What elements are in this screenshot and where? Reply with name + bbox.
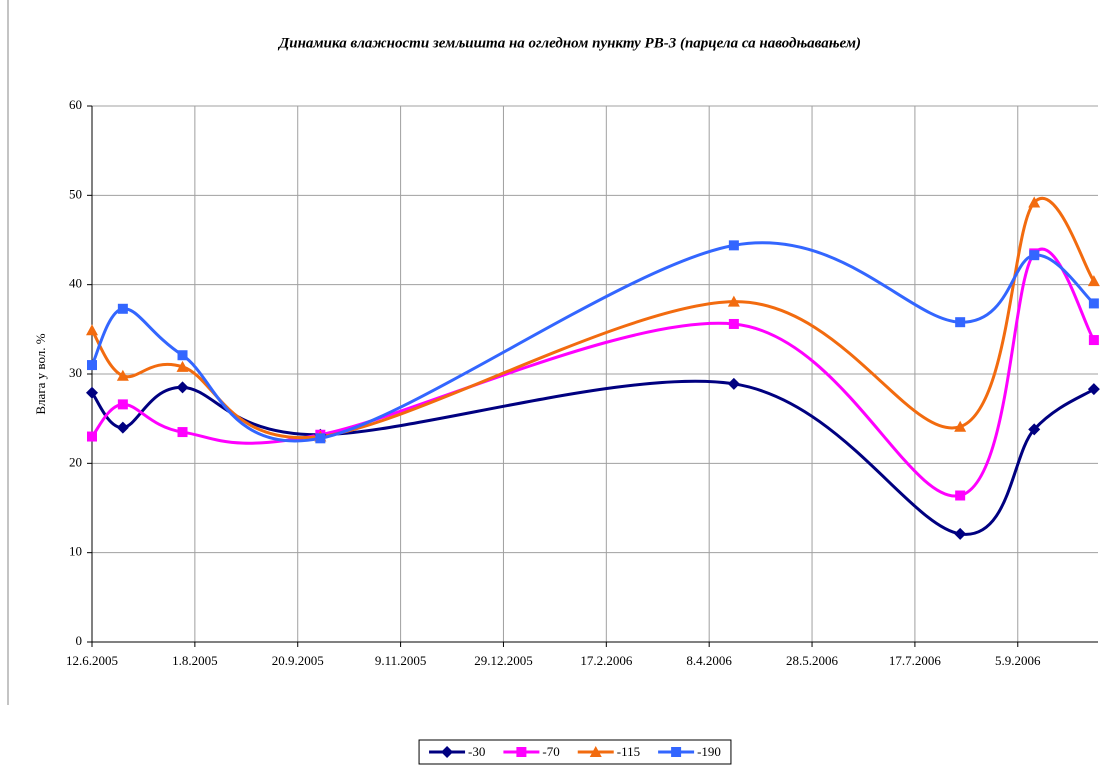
marker xyxy=(954,527,967,540)
legend-label: -190 xyxy=(697,744,721,759)
marker xyxy=(117,303,128,314)
x-tick-label: 29.12.2005 xyxy=(474,653,533,668)
marker xyxy=(1028,423,1041,436)
series-line xyxy=(90,247,1096,498)
x-tick-label: 12.6.2005 xyxy=(66,653,118,668)
x-tick-label: 5.9.2006 xyxy=(995,653,1041,668)
marker xyxy=(1028,196,1041,208)
marker xyxy=(516,747,527,757)
legend-label: -70 xyxy=(542,744,559,759)
x-tick-label: 17.2.2006 xyxy=(580,653,633,668)
marker xyxy=(116,421,129,434)
x-tick-label: 1.8.2005 xyxy=(172,653,218,668)
y-tick-label: 20 xyxy=(69,454,82,469)
y-tick-label: 0 xyxy=(76,633,83,648)
marker xyxy=(176,360,189,372)
marker xyxy=(177,427,188,438)
legend-label: -115 xyxy=(617,744,640,759)
x-tick-label: 8.4.2006 xyxy=(686,653,732,668)
marker xyxy=(1029,250,1040,261)
y-tick-label: 10 xyxy=(69,544,82,559)
marker xyxy=(589,746,602,757)
marker xyxy=(177,350,188,361)
x-tick-label: 28.5.2006 xyxy=(786,653,839,668)
series-line xyxy=(90,241,1095,443)
marker xyxy=(315,433,326,444)
marker xyxy=(116,369,129,381)
marker xyxy=(441,746,454,758)
legend: -30 -70 -115 -190 xyxy=(418,739,732,765)
legend-label: -30 xyxy=(468,744,485,759)
series-line xyxy=(90,379,1095,536)
marker xyxy=(954,420,967,432)
marker xyxy=(955,317,966,328)
marker xyxy=(1088,335,1099,346)
marker xyxy=(1087,383,1100,396)
marker xyxy=(671,747,682,757)
marker xyxy=(728,318,739,329)
y-tick-label: 30 xyxy=(69,365,82,380)
y-tick-label: 40 xyxy=(69,276,82,291)
marker xyxy=(727,377,740,390)
marker xyxy=(86,324,98,336)
marker xyxy=(87,360,97,371)
marker xyxy=(86,386,98,399)
marker xyxy=(727,295,740,307)
marker xyxy=(87,431,97,442)
x-tick-label: 9.11.2005 xyxy=(375,653,427,668)
series-line xyxy=(90,197,1096,440)
x-tick-label: 17.7.2006 xyxy=(889,653,942,668)
marker xyxy=(728,240,739,251)
marker xyxy=(117,399,128,410)
marker xyxy=(176,381,189,394)
x-tick-label: 20.9.2005 xyxy=(272,653,324,668)
chart-title: Динамика влажности земљишта на огледном … xyxy=(277,35,861,51)
y-tick-label: 50 xyxy=(69,186,82,201)
marker xyxy=(955,490,966,501)
marker xyxy=(1087,275,1100,287)
marker xyxy=(1088,298,1099,309)
y-tick-label: 60 xyxy=(69,97,82,112)
y-axis-label: Влага у вол. % xyxy=(33,333,48,414)
